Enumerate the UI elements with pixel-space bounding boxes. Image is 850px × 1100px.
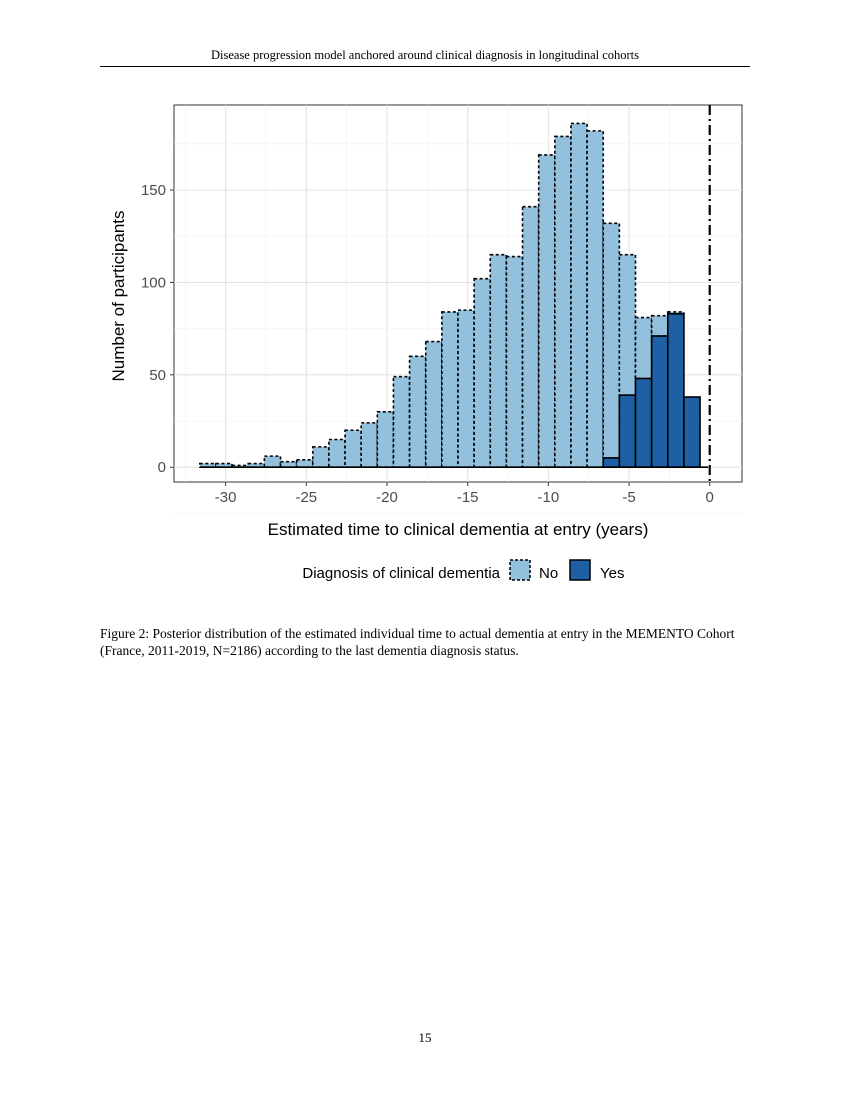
bar-no — [618, 253, 637, 396]
bar-yes — [634, 377, 653, 469]
x-tick-label: -10 — [538, 489, 560, 506]
bar-no — [570, 122, 588, 469]
x-axis-label: Estimated time to clinical dementia at e… — [268, 520, 649, 539]
bar-yes — [602, 457, 621, 469]
bar-yes — [618, 394, 637, 469]
legend-label-no: No — [539, 565, 558, 582]
x-tick-label: -30 — [215, 489, 237, 506]
bar-no — [408, 355, 427, 469]
bar-no — [521, 205, 540, 469]
y-axis-label: Number of participants — [109, 210, 128, 381]
y-tick-label: 0 — [158, 459, 166, 476]
x-tick-label: -15 — [457, 489, 479, 506]
bar-no — [457, 309, 475, 469]
bar-no — [489, 253, 508, 469]
bar-no — [311, 446, 330, 469]
x-tick-label: 0 — [706, 489, 714, 506]
legend-title: Diagnosis of clinical dementia — [302, 565, 500, 582]
bar-no — [344, 429, 362, 469]
legend-label-yes: Yes — [600, 565, 624, 582]
bar-no — [554, 135, 572, 469]
legend-swatch-no — [509, 559, 531, 581]
bar-no — [537, 154, 556, 469]
bar-no — [295, 459, 314, 469]
legend-swatch-yes — [569, 559, 591, 581]
bar-no — [666, 311, 685, 315]
bar-yes — [683, 396, 701, 469]
bar-no — [263, 455, 282, 469]
histogram-chart: -30 -25 -20 -15 -10 -5 0 0 50 100 150 Estimated ti… — [109, 104, 743, 582]
running-header: Disease progression model anchored aroun… — [210, 48, 640, 62]
bar-no — [602, 222, 621, 459]
bar-yes — [650, 335, 669, 469]
bar-no — [360, 422, 379, 469]
bar-no — [279, 460, 298, 469]
bar-no — [392, 375, 411, 469]
x-tick-label: -25 — [295, 489, 317, 506]
bar-no — [505, 255, 524, 469]
legend: Diagnosis of clinical dementia No Yes — [302, 559, 624, 582]
bar-no — [328, 438, 346, 469]
bar-no — [586, 130, 605, 469]
y-tick-label: 150 — [141, 182, 166, 199]
bar-no — [424, 340, 443, 469]
y-tick-label: 50 — [149, 367, 166, 384]
y-tick-label: 100 — [141, 274, 166, 291]
bar-yes — [666, 313, 685, 469]
bar-no — [650, 314, 669, 337]
bar-no — [473, 277, 492, 469]
bar-no — [634, 316, 653, 380]
header-rule — [100, 66, 750, 67]
bar-no — [376, 410, 395, 469]
page-number: 15 — [418, 1030, 432, 1045]
x-tick-label: -5 — [622, 489, 635, 506]
figure-caption: Figure 2: Posterior distribution of the … — [100, 626, 735, 658]
x-tick-label: -20 — [376, 489, 398, 506]
bar-no — [441, 311, 459, 469]
